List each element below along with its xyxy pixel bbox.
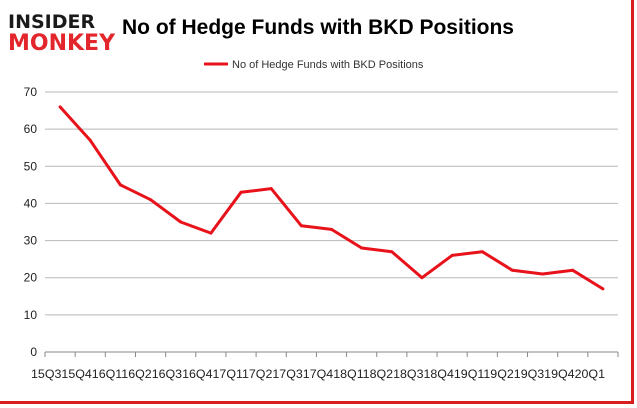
x-axis-tick-marks bbox=[44, 352, 619, 357]
chart-title: No of Hedge Funds with BKD Positions bbox=[122, 16, 514, 39]
data-point-2019Q4 bbox=[571, 268, 575, 272]
y-tick-label: 10 bbox=[24, 308, 38, 322]
y-axis-ticks: 0 10 20 30 40 50 60 70 bbox=[24, 85, 38, 359]
data-point-2015Q3 bbox=[58, 105, 62, 109]
y-tick-label: 20 bbox=[24, 271, 38, 285]
data-point-2019Q3 bbox=[541, 272, 545, 276]
data-point-2018Q2 bbox=[390, 250, 394, 254]
y-tick-label: 70 bbox=[24, 85, 38, 99]
data-point-2019Q2 bbox=[510, 268, 514, 272]
legend: No of Hedge Funds with BKD Positions bbox=[204, 59, 424, 71]
data-point-2017Q2 bbox=[269, 187, 273, 191]
data-point-2016Q4 bbox=[209, 231, 213, 235]
legend-label: No of Hedge Funds with BKD Positions bbox=[232, 59, 424, 71]
logo-line-monkey: MONKEY bbox=[8, 31, 116, 56]
y-tick-label: 40 bbox=[24, 196, 38, 210]
data-point-2016Q3 bbox=[179, 220, 183, 224]
data-point-2020Q1 bbox=[601, 287, 605, 291]
data-point-2016Q1 bbox=[118, 183, 122, 187]
data-point-2015Q4 bbox=[88, 138, 92, 142]
data-point-2016Q2 bbox=[149, 198, 153, 202]
y-tick-label: 0 bbox=[30, 345, 37, 359]
data-point-2018Q3 bbox=[420, 276, 424, 280]
insider-monkey-logo: INSIDER MONKEY bbox=[8, 11, 116, 56]
data-point-2019Q1 bbox=[480, 250, 484, 254]
data-point-2017Q1 bbox=[239, 190, 243, 194]
y-tick-label: 30 bbox=[24, 234, 38, 248]
y-tick-label: 60 bbox=[24, 122, 38, 136]
data-point-2017Q4 bbox=[330, 227, 333, 231]
x-axis-labels: 15Q315Q416Q116Q216Q316Q417Q117Q217Q317Q4… bbox=[31, 367, 605, 381]
data-point-2017Q3 bbox=[299, 224, 303, 228]
data-point-2018Q1 bbox=[360, 246, 364, 250]
series-points bbox=[58, 105, 605, 291]
gridlines bbox=[45, 91, 618, 316]
data-point-2018Q4 bbox=[450, 253, 454, 257]
series-line bbox=[58, 105, 604, 291]
logo-line-insider: INSIDER bbox=[8, 11, 95, 33]
y-tick-label: 50 bbox=[24, 159, 38, 173]
